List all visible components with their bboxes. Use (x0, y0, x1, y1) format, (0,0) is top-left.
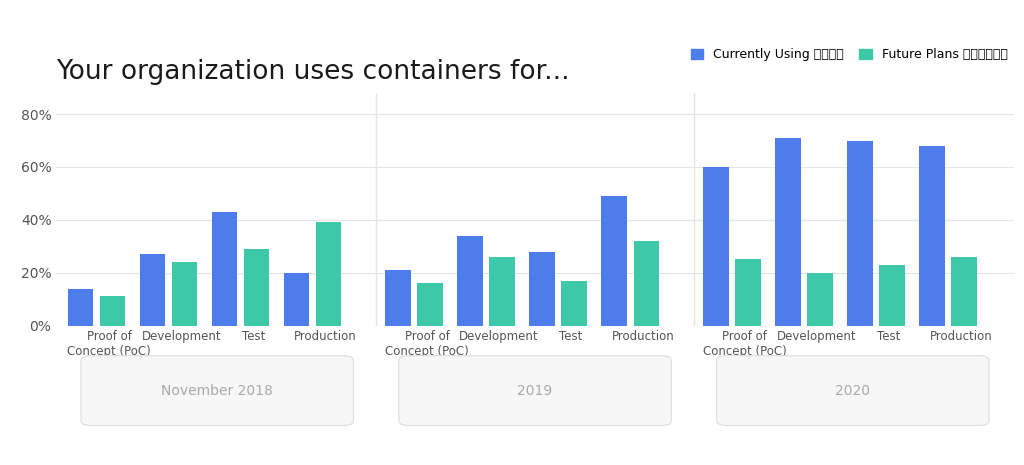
Bar (847, 140, 872, 326)
Bar (458, 236, 483, 326)
Text: November 2018: November 2018 (162, 384, 273, 398)
Bar (68, 288, 93, 326)
Legend: Currently Using 正在使用, Future Plans 未来计划使用: Currently Using 正在使用, Future Plans 未来计划使… (691, 48, 1008, 61)
Bar (529, 252, 555, 326)
Bar (735, 259, 761, 326)
Bar (807, 272, 833, 326)
Bar (489, 257, 515, 326)
Bar (139, 254, 165, 326)
Bar (601, 196, 627, 326)
Bar (951, 257, 977, 326)
Bar (172, 262, 198, 326)
Bar (418, 283, 443, 326)
Text: 2020: 2020 (836, 384, 870, 398)
Bar (880, 265, 905, 326)
Bar (920, 146, 945, 326)
Bar (284, 272, 309, 326)
Bar (561, 280, 587, 326)
Bar (244, 249, 269, 326)
Bar (99, 297, 125, 326)
Bar (315, 222, 341, 326)
Bar (212, 212, 238, 326)
Text: Your organization uses containers for...: Your organization uses containers for... (56, 59, 570, 85)
Text: 2019: 2019 (517, 384, 553, 398)
Bar (634, 241, 659, 326)
Bar (385, 270, 411, 325)
Bar (775, 138, 801, 326)
Bar (703, 167, 729, 326)
